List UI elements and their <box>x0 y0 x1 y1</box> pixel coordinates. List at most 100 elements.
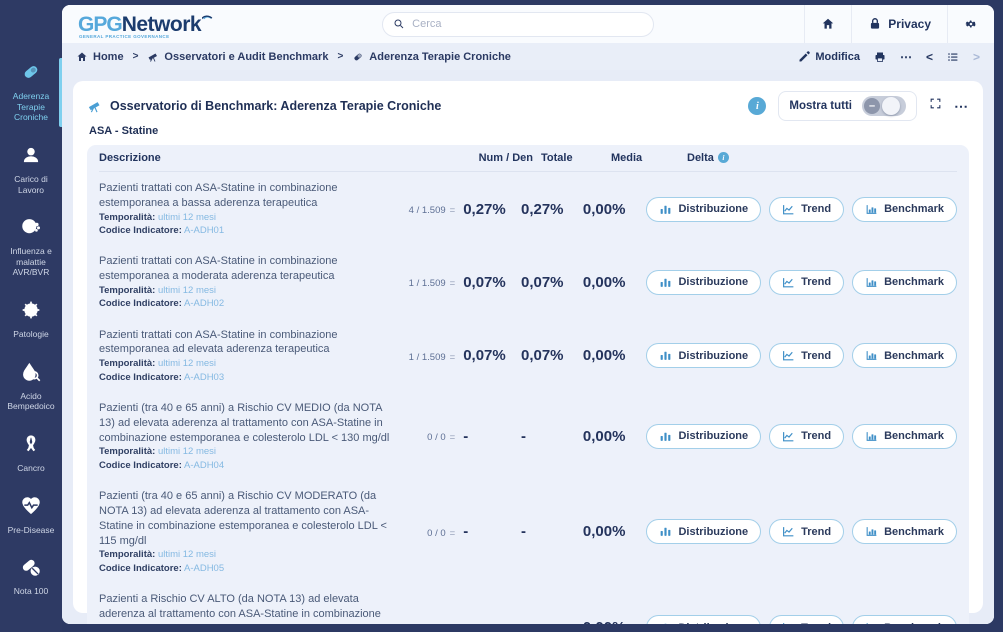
table-body: Pazienti trattati con ASA-Statine in com… <box>99 172 957 624</box>
fullscreen-button[interactable] <box>929 97 942 115</box>
sidebar-item-carico-di-lavoro[interactable]: Carico di Lavoro <box>0 141 62 199</box>
list-icon <box>948 52 958 61</box>
benchmark-label: Benchmark <box>884 430 944 443</box>
indicator-description-cell: Pazienti (tra 40 e 65 anni) a Rischio CV… <box>99 401 405 472</box>
breadcrumb-osservatori[interactable]: Osservatori e Audit Benchmark <box>147 51 328 63</box>
delta-value: 0,00% <box>582 523 626 541</box>
temporalita-value: ultimi 12 mesi <box>157 358 217 370</box>
sidebar-item-patologie[interactable]: Patologie <box>0 296 62 344</box>
line-chart-icon <box>783 351 794 361</box>
search-box <box>382 11 655 37</box>
trend-label: Trend <box>801 525 832 538</box>
modifica-button[interactable]: Modifica <box>798 51 860 63</box>
totale-value: 0,07% <box>463 273 506 291</box>
distribuzione-label: Distribuzione <box>678 622 748 625</box>
breadcrumb-home[interactable]: Home <box>76 51 124 63</box>
logo[interactable]: GPG Network GENERAL PRACTICE GOVERNANCE <box>62 14 232 39</box>
media-value: - <box>520 523 526 541</box>
benchmark-button[interactable]: Benchmark <box>852 269 957 295</box>
totale-value: - <box>455 619 517 624</box>
trend-label: Trend <box>801 622 831 625</box>
breadcrumb-aderenza[interactable]: Aderenza Terapie Croniche <box>352 51 511 63</box>
totale-value: - <box>463 427 469 445</box>
indicator-temporalita: Temporalità: ultimi 12 mesi <box>99 211 391 224</box>
trend-button[interactable]: Trend <box>769 196 845 222</box>
sidebar-item-nota-100[interactable]: Nota 100 <box>0 553 62 601</box>
distribuzione-button[interactable]: Distribuzione <box>646 615 762 625</box>
delta-info-icon[interactable]: i <box>717 152 729 163</box>
trend-label: Trend <box>801 276 832 289</box>
trend-button[interactable]: Trend <box>769 519 845 545</box>
benchmark-button[interactable]: Benchmark <box>852 615 957 624</box>
row-actions: Distribuzione Trend Benchmark <box>646 196 957 222</box>
section-title: ASA - Statine <box>89 125 159 137</box>
numden-cell: 0 / 0= <box>405 523 455 541</box>
signal-waves-icon <box>202 14 213 19</box>
list-view-button[interactable] <box>947 51 959 63</box>
sidebar-item-label: Patologie <box>13 329 49 339</box>
codice-label: Codice Indicatore: <box>99 298 182 310</box>
totale-value: 0,07% <box>463 347 506 365</box>
distribuzione-button[interactable]: Distribuzione <box>646 196 762 222</box>
distribuzione-button[interactable]: Distribuzione <box>646 519 762 545</box>
show-all-control: Mostra tutti – <box>778 91 917 121</box>
virus-icon <box>21 300 41 325</box>
printer-icon <box>875 52 885 62</box>
droplet-magnifier-icon <box>21 362 41 387</box>
distribuzione-button[interactable]: Distribuzione <box>646 269 762 295</box>
trend-button[interactable]: Trend <box>769 343 845 369</box>
header-numden: Num / Den <box>478 152 533 164</box>
sidebar-item-influenza[interactable]: Influenza e malattie AVR/BVR <box>0 213 62 282</box>
breadcrumb-separator: > <box>337 51 344 62</box>
benchmark-button[interactable]: Benchmark <box>852 519 957 545</box>
settings-button[interactable] <box>947 5 994 43</box>
show-all-toggle[interactable]: – <box>862 96 906 116</box>
sidebar-item-pre-disease[interactable]: Pre-Disease <box>0 492 62 540</box>
numden-value: 0 / 0 <box>427 624 446 625</box>
indicator-description: Pazienti trattati con ASA-Statine in com… <box>99 328 338 356</box>
ellipsis-menu-button[interactable]: ⋯ <box>899 49 912 64</box>
numden-cell: 1 / 1.509 = <box>405 347 456 365</box>
media-value: - <box>517 619 583 624</box>
sidebar-item-aderenza-terapie-croniche[interactable]: Aderenza Terapie Croniche <box>0 58 62 127</box>
trend-button[interactable]: Trend <box>769 269 845 295</box>
sidebar-item-cancro[interactable]: Cancro <box>0 430 62 478</box>
telescope-icon <box>148 53 158 62</box>
search-input[interactable] <box>412 18 644 30</box>
codice-value: A-ADH03 <box>184 371 225 383</box>
equals-sign: = <box>449 432 456 444</box>
distribuzione-label: Distribuzione <box>678 430 749 443</box>
indicator-codice: Codice Indicatore: A-ADH01 <box>99 224 391 237</box>
codice-value: A-ADH02 <box>184 298 225 310</box>
indicator-description: Pazienti (tra 40 e 65 anni) a Rischio CV… <box>99 489 387 547</box>
row-actions: Distribuzione Trend Benchmark <box>646 519 957 545</box>
header-totale: Totale <box>541 152 573 164</box>
indicator-codice: Codice Indicatore: A-ADH02 <box>99 297 391 310</box>
privacy-button[interactable]: Privacy <box>851 5 947 43</box>
benchmark-label: Benchmark <box>884 349 944 362</box>
bar-chart-icon <box>661 205 671 214</box>
benchmark-button[interactable]: Benchmark <box>852 196 957 222</box>
print-button[interactable] <box>874 51 886 63</box>
sidebar-item-acido-bempedoico[interactable]: Acido Bempedoico <box>0 358 62 416</box>
table-row: Pazienti trattati con ASA-Statine in com… <box>99 319 957 392</box>
benchmark-card: Osservatorio di Benchmark: Aderenza Tera… <box>73 81 983 624</box>
table-row: Pazienti (tra 40 e 65 anni) a Rischio CV… <box>99 480 957 583</box>
benchmark-button[interactable]: Benchmark <box>852 423 957 449</box>
card-title-label: Osservatorio di Benchmark: Aderenza Tera… <box>110 99 442 113</box>
card-header: Osservatorio di Benchmark: Aderenza Tera… <box>87 91 969 121</box>
distribuzione-button[interactable]: Distribuzione <box>646 423 762 449</box>
info-button[interactable]: i <box>748 97 767 115</box>
privacy-label: Privacy <box>888 17 931 31</box>
trend-button[interactable]: Trend <box>769 423 845 449</box>
numden-value: 0 / 0 <box>427 527 446 539</box>
totale-value: 0,27% <box>463 200 506 218</box>
indicator-description: Pazienti trattati con ASA-Statine in com… <box>99 182 338 209</box>
benchmark-button[interactable]: Benchmark <box>852 343 957 369</box>
home-button[interactable] <box>804 5 851 43</box>
breadcrumb-home-label: Home <box>93 50 124 63</box>
chevron-right-icon[interactable]: > <box>972 49 980 64</box>
trend-button[interactable]: Trend <box>769 615 845 625</box>
distribuzione-button[interactable]: Distribuzione <box>646 343 762 369</box>
chevron-left-icon[interactable]: < <box>925 49 933 64</box>
